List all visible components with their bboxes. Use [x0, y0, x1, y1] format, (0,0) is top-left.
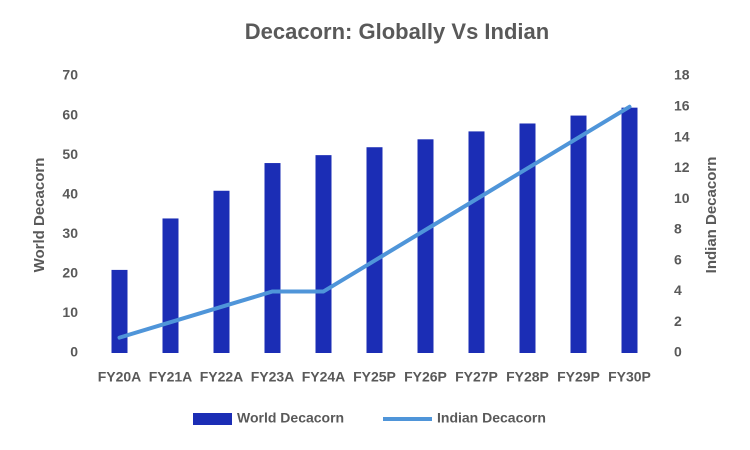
x-tick-label: FY29P — [557, 369, 600, 385]
y-tick-label: 60 — [62, 106, 78, 122]
bar — [111, 269, 128, 353]
x-tick-label: FY21A — [149, 369, 193, 385]
x-tick-label: FY24A — [302, 369, 346, 385]
y-tick-label: 40 — [62, 185, 78, 201]
chart-title: Decacorn: Globally Vs Indian — [245, 19, 549, 44]
bar — [264, 163, 281, 353]
x-tick-label: FY25P — [353, 369, 396, 385]
y2-tick-label: 18 — [674, 67, 690, 83]
y2-axis-title: Indian Decacorn — [703, 157, 720, 274]
bar — [621, 107, 638, 354]
legend-label: World Decacorn — [237, 410, 344, 426]
bar — [366, 147, 383, 353]
legend-swatch — [193, 413, 232, 425]
y-tick-label: 50 — [62, 146, 78, 162]
y2-tick-label: 10 — [674, 190, 690, 206]
y2-tick-label: 0 — [674, 344, 682, 360]
y2-tick-label: 8 — [674, 221, 682, 237]
x-tick-label: FY26P — [404, 369, 447, 385]
y-tick-label: 20 — [62, 265, 78, 281]
y2-tick-label: 4 — [674, 282, 682, 298]
x-tick-label: FY23A — [251, 369, 295, 385]
legend-label: Indian Decacorn — [437, 410, 546, 426]
y2-tick-label: 12 — [674, 159, 690, 175]
y-axis-title: World Decacorn — [31, 158, 48, 273]
bar — [468, 131, 485, 353]
bar — [417, 139, 434, 353]
y-tick-label: 70 — [62, 67, 78, 83]
bar — [213, 190, 230, 353]
x-tick-label: FY22A — [200, 369, 244, 385]
bar — [519, 123, 536, 353]
y2-tick-label: 14 — [674, 128, 690, 144]
x-tick-label: FY28P — [506, 369, 549, 385]
x-tick-label: FY20A — [98, 369, 142, 385]
bar — [162, 218, 179, 353]
bar — [315, 155, 332, 353]
y2-tick-label: 2 — [674, 313, 682, 329]
y-tick-label: 0 — [70, 344, 78, 360]
line — [117, 104, 632, 340]
y-tick-label: 30 — [62, 225, 78, 241]
y2-tick-label: 6 — [674, 251, 682, 267]
y2-tick-label: 16 — [674, 97, 690, 113]
y-tick-label: 10 — [62, 304, 78, 320]
x-tick-label: FY30P — [608, 369, 651, 385]
bar — [570, 115, 587, 353]
x-tick-label: FY27P — [455, 369, 498, 385]
